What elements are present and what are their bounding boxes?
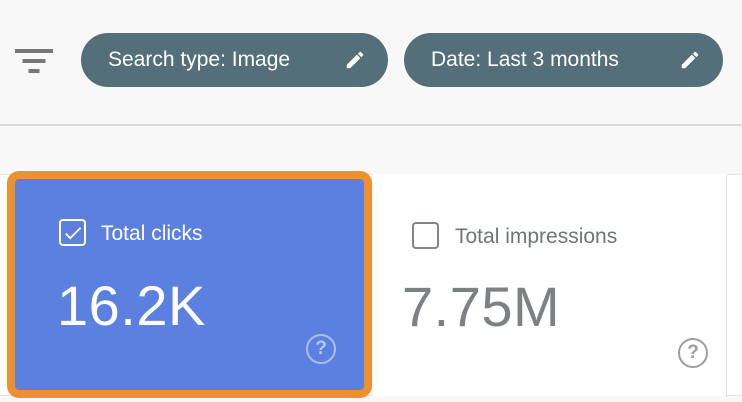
search-type-filter-label: Search type: Image: [108, 48, 291, 71]
date-filter-label: Date: Last 3 months: [431, 48, 619, 71]
total-clicks-checkbox[interactable]: [59, 219, 86, 246]
total-impressions-checkbox[interactable]: [412, 222, 439, 249]
question-glyph: ?: [315, 338, 327, 359]
card-divider: [726, 175, 727, 397]
total-impressions-label: Total impressions: [455, 225, 618, 248]
filter-list-icon[interactable]: [15, 49, 53, 75]
filter-toolbar: Search type: Image Date: Last 3 months: [0, 0, 742, 126]
question-glyph: ?: [687, 342, 699, 363]
filter-bar-bottom: [28, 69, 40, 73]
total-clicks-card[interactable]: Total clicks 16.2K ?: [7, 171, 372, 398]
filter-bar-middle: [22, 59, 46, 63]
pencil-edit-icon: [344, 49, 366, 71]
total-clicks-value: 16.2K: [57, 274, 206, 337]
date-filter-pill[interactable]: Date: Last 3 months: [404, 33, 723, 87]
filter-bar-top: [15, 49, 53, 53]
pencil-edit-icon: [679, 49, 701, 71]
total-clicks-label: Total clicks: [101, 222, 203, 245]
help-question-icon[interactable]: ?: [306, 334, 336, 364]
total-impressions-value: 7.75M: [402, 275, 561, 338]
total-impressions-card[interactable]: Total impressions 7.75M ?: [372, 174, 726, 396]
search-type-filter-pill[interactable]: Search type: Image: [81, 33, 388, 87]
checkmark-icon: [64, 226, 81, 239]
help-question-icon[interactable]: ?: [678, 338, 708, 368]
